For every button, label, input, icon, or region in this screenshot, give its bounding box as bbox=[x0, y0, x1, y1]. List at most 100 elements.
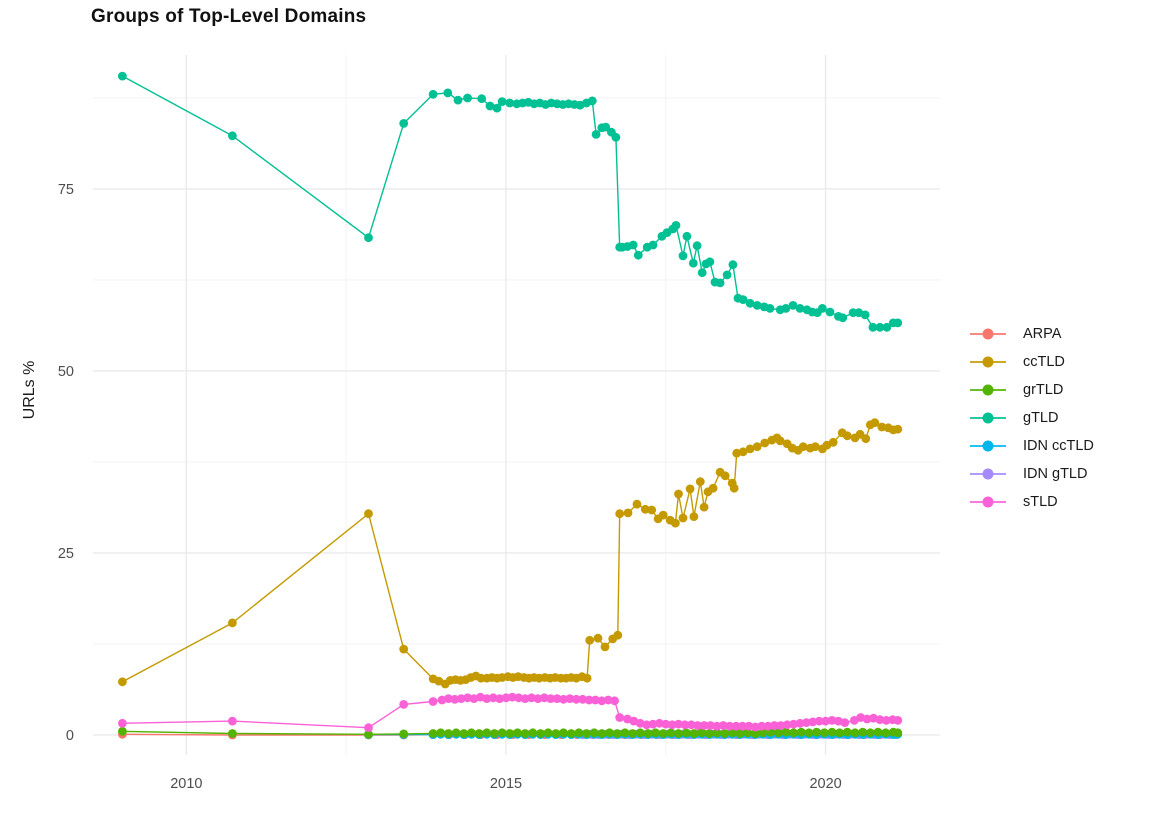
legend-label: gTLD bbox=[1023, 410, 1059, 426]
data-point bbox=[597, 729, 607, 738]
data-point bbox=[819, 728, 829, 738]
legend-dot-icon bbox=[982, 328, 994, 340]
data-point bbox=[781, 727, 791, 737]
legend-key-grtld bbox=[966, 382, 1010, 398]
data-point bbox=[804, 728, 814, 738]
data-point bbox=[868, 322, 878, 332]
legend-dot-icon bbox=[982, 356, 994, 368]
data-point bbox=[788, 301, 798, 310]
data-point bbox=[893, 716, 903, 725]
data-point bbox=[795, 304, 805, 313]
data-point bbox=[492, 103, 502, 113]
legend-dot-icon bbox=[982, 496, 994, 508]
data-point bbox=[495, 694, 504, 703]
data-point bbox=[686, 720, 696, 730]
legend-item-idn-gtld: IDN gTLD bbox=[966, 460, 1162, 488]
data-point bbox=[825, 307, 835, 317]
legend-label: ccTLD bbox=[1023, 354, 1065, 370]
data-point bbox=[735, 729, 745, 738]
data-point bbox=[628, 729, 637, 738]
data-point bbox=[533, 694, 543, 703]
data-point bbox=[635, 728, 645, 738]
data-point bbox=[456, 694, 466, 703]
data-point bbox=[744, 721, 754, 731]
data-point bbox=[528, 728, 538, 738]
data-point bbox=[485, 101, 495, 111]
data-point bbox=[520, 729, 530, 738]
data-point bbox=[228, 131, 237, 141]
data-point bbox=[643, 729, 653, 738]
data-point bbox=[585, 635, 595, 645]
data-point bbox=[399, 729, 409, 739]
data-point bbox=[505, 98, 515, 108]
data-point bbox=[893, 728, 903, 738]
data-point bbox=[760, 438, 770, 448]
data-point bbox=[678, 513, 688, 523]
data-point bbox=[720, 729, 729, 738]
data-point bbox=[712, 728, 722, 738]
legend-label: grTLD bbox=[1023, 382, 1064, 398]
data-point bbox=[566, 729, 576, 738]
data-point bbox=[671, 221, 681, 230]
legend: ARPA ccTLD grTLD gTLD IDN ccTLD IDN gTLD… bbox=[966, 320, 1162, 516]
x-tick-label: 2020 bbox=[809, 776, 841, 792]
data-point bbox=[593, 633, 603, 643]
legend-key-gtld bbox=[966, 410, 1010, 426]
data-point bbox=[399, 119, 409, 128]
data-point bbox=[850, 728, 860, 738]
data-point bbox=[428, 89, 438, 99]
data-point bbox=[812, 727, 821, 737]
data-point bbox=[763, 721, 773, 731]
data-point bbox=[443, 88, 453, 98]
data-point bbox=[578, 694, 588, 704]
data-point bbox=[738, 447, 748, 457]
x-tick-label: 2015 bbox=[490, 776, 522, 792]
data-point bbox=[647, 505, 657, 515]
data-point bbox=[482, 728, 492, 738]
data-point bbox=[893, 318, 903, 328]
data-point bbox=[520, 694, 530, 703]
data-point bbox=[688, 258, 698, 268]
data-point bbox=[873, 727, 883, 737]
data-point bbox=[731, 721, 741, 731]
data-point bbox=[699, 502, 709, 512]
data-point bbox=[436, 728, 446, 738]
data-point bbox=[490, 729, 499, 738]
legend-label: IDN ccTLD bbox=[1023, 438, 1094, 454]
data-point bbox=[692, 241, 702, 251]
data-point bbox=[828, 437, 838, 447]
data-point bbox=[875, 322, 885, 332]
data-point bbox=[773, 728, 783, 738]
x-tick-label: 2010 bbox=[170, 776, 202, 792]
data-point bbox=[877, 422, 887, 432]
data-point bbox=[798, 442, 808, 452]
data-point bbox=[722, 270, 732, 280]
data-point bbox=[781, 304, 791, 313]
data-point bbox=[551, 729, 561, 738]
data-point bbox=[488, 693, 498, 703]
data-point bbox=[453, 95, 463, 105]
data-point bbox=[808, 717, 818, 727]
gridlines bbox=[93, 55, 940, 755]
data-point bbox=[775, 436, 785, 446]
data-point bbox=[881, 728, 891, 738]
data-point bbox=[674, 489, 683, 499]
data-point bbox=[505, 729, 515, 738]
data-point bbox=[814, 716, 824, 726]
data-point bbox=[589, 728, 599, 738]
data-point bbox=[765, 304, 775, 313]
data-point bbox=[861, 434, 871, 444]
data-point bbox=[582, 729, 591, 738]
data-point bbox=[699, 721, 709, 730]
data-point bbox=[752, 301, 762, 310]
data-point bbox=[428, 729, 438, 738]
data-point bbox=[459, 729, 469, 738]
data-point bbox=[603, 695, 613, 705]
data-point bbox=[574, 728, 584, 738]
data-point bbox=[802, 718, 811, 727]
data-point bbox=[364, 233, 373, 243]
data-point bbox=[451, 728, 461, 738]
data-point bbox=[661, 719, 671, 729]
data-point bbox=[842, 727, 852, 737]
data-point bbox=[543, 728, 553, 738]
